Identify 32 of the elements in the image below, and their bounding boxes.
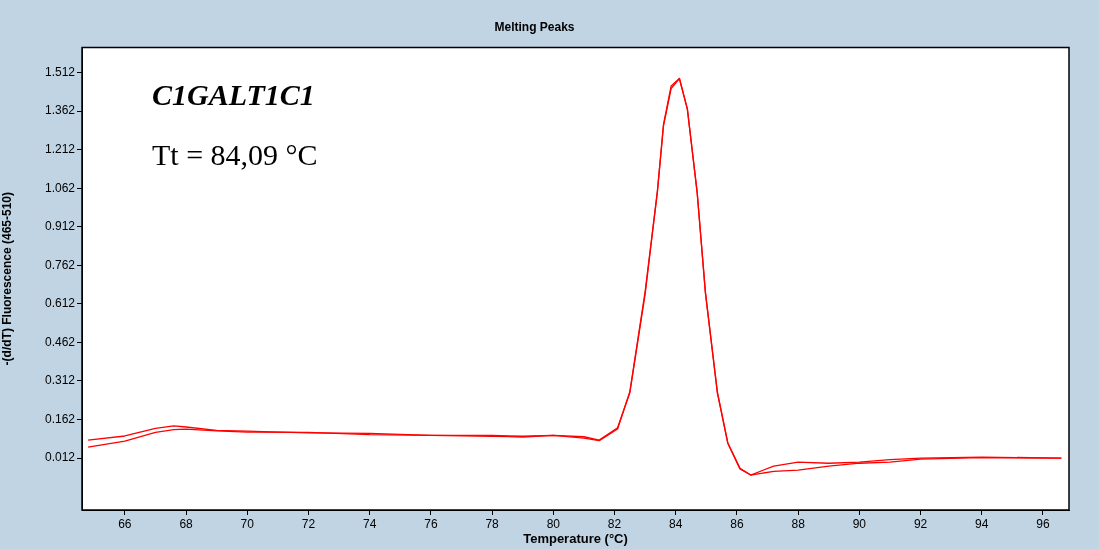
x-tick-label: 76 — [424, 516, 438, 531]
y-tick-label: 0.012 — [44, 450, 76, 465]
x-tick-label: 96 — [1036, 516, 1050, 531]
x-tick-label: 94 — [975, 516, 989, 531]
x-tick-label: 66 — [118, 516, 132, 531]
x-axis-title: Temperature (°C) — [523, 530, 628, 546]
y-tick-label: 0.312 — [44, 373, 76, 388]
x-tick-label: 74 — [363, 516, 377, 531]
x-tick-label: 82 — [607, 516, 622, 531]
y-tick-label: 1.362 — [44, 103, 76, 118]
y-tick-label: 1.512 — [44, 64, 76, 79]
x-tick-label: 68 — [179, 516, 194, 531]
y-tick-label: 0.162 — [44, 411, 76, 426]
y-tick-label: 0.912 — [44, 219, 76, 234]
x-tick-label: 90 — [852, 516, 867, 531]
y-axis-title: -(d/dT) Fluorescence (465-510) — [0, 192, 14, 366]
y-tick-label: 1.062 — [44, 180, 76, 195]
chart-title: Melting Peaks — [494, 19, 575, 34]
x-tick-label: 92 — [913, 516, 928, 531]
y-tick-label: 0.462 — [44, 334, 76, 349]
y-tick-label: 1.212 — [44, 142, 76, 156]
x-tick-label: 88 — [791, 516, 806, 531]
annotation: C1GALT1C1 — [152, 78, 315, 112]
y-tick-label: 0.612 — [44, 296, 76, 311]
x-tick-label: 72 — [301, 516, 316, 531]
x-tick-label: 70 — [240, 516, 255, 531]
x-tick-label: 84 — [669, 516, 683, 531]
y-tick-label: 0.762 — [44, 257, 76, 272]
annotation: Tt = 84,09 °C — [152, 138, 318, 172]
x-tick-label: 78 — [485, 516, 500, 531]
x-tick-label: 86 — [730, 516, 744, 531]
x-tick-label: 80 — [546, 516, 561, 531]
